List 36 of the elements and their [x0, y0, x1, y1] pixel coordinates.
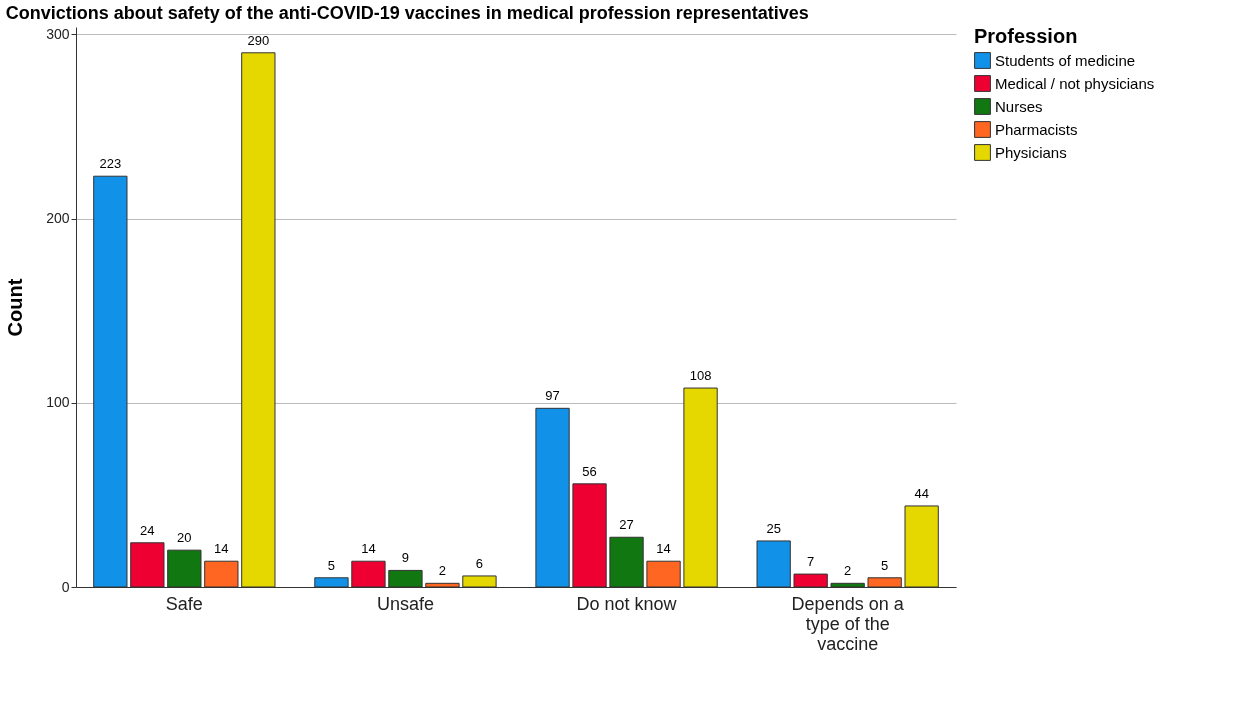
y-tick-label: 300 [46, 25, 70, 42]
y-tick-label: 0 [61, 578, 70, 595]
data-label: 9 [401, 550, 410, 566]
chart-title: Convictions about safety of the anti-COVID-19 vaccines in medical profession representatives [5, 3, 809, 23]
legend-label: Pharmacists [995, 120, 1078, 138]
data-label: 2 [844, 563, 852, 579]
data-label: 44 [914, 485, 929, 501]
data-label: 20 [177, 530, 192, 546]
data-label: 223 [99, 156, 122, 172]
y-tick-label: 200 [46, 210, 70, 227]
data-label: 5 [327, 557, 336, 573]
y-tick-label: 100 [46, 394, 70, 411]
data-label: 14 [214, 541, 229, 557]
data-label: 14 [656, 541, 671, 557]
y-axis-title: Count [4, 278, 27, 337]
x-tick-label: Safe [165, 593, 203, 614]
data-label: 290 [247, 32, 270, 48]
x-tick-label: Do not know [576, 593, 678, 614]
legend-label: Physicians [995, 143, 1067, 161]
data-label: 27 [619, 517, 634, 533]
x-tick-label: Depends on a type of the vaccine [791, 593, 905, 654]
data-label: 97 [545, 388, 560, 404]
data-label: 5 [881, 557, 889, 573]
legend-label: Students of medicine [995, 51, 1136, 69]
data-label: 14 [361, 541, 376, 557]
x-tick-label: Unsafe [376, 593, 434, 614]
legend-label: Medical / not physicians [995, 74, 1155, 92]
data-label: 108 [689, 368, 712, 384]
legend-label: Nurses [995, 97, 1043, 115]
data-label: 7 [807, 554, 815, 570]
data-label: 6 [475, 555, 484, 571]
data-label: 24 [140, 522, 155, 538]
data-label: 2 [438, 563, 447, 579]
legend-title: Profession [974, 25, 1078, 47]
data-label: 25 [766, 520, 781, 536]
data-label: 56 [582, 463, 597, 479]
